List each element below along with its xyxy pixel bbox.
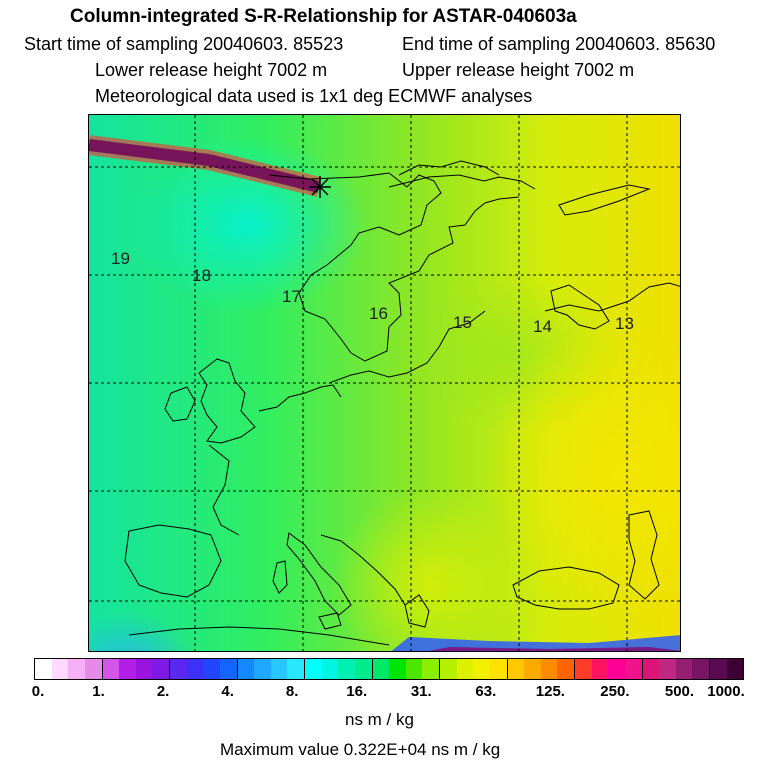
- colorbar-segment: [591, 659, 609, 679]
- colorbar-segment: [84, 659, 102, 679]
- colorbar-tick-label: 16.: [346, 683, 368, 700]
- colorbar-tick-label: 250.: [600, 683, 630, 700]
- colorbar-segment: [371, 659, 390, 679]
- southern-core-band: [429, 647, 680, 651]
- scandinavia-coast: [268, 172, 520, 362]
- colorbar-segment: [692, 659, 709, 679]
- colorbar-segment: [35, 659, 52, 679]
- colorbar-segment: [304, 659, 322, 679]
- colorbar-tick-label: 0.: [31, 683, 45, 700]
- colorbar-segment: [675, 659, 693, 679]
- colorbar-unit-label: ns m / kg: [345, 710, 414, 729]
- colorbar-tick-label: 1.: [92, 683, 105, 700]
- end-time-label: End time of sampling 20040603. 85630: [402, 34, 716, 54]
- colorbar-tick-label: 4.: [221, 683, 234, 700]
- barents-coast: [388, 174, 536, 190]
- longitude-label: 19: [111, 249, 130, 268]
- novaya-zemlya-coast: [558, 184, 651, 216]
- meteorological-data-label: Meteorological data used is 1x1 deg ECMW…: [95, 86, 533, 106]
- caspian-coast: [628, 510, 660, 600]
- colorbar-segment: [354, 659, 372, 679]
- colorbar-tick-label: 125.: [535, 683, 565, 700]
- ireland-coast: [164, 386, 196, 422]
- colorbar-segment: [608, 659, 625, 679]
- colorbar-segment: [506, 659, 525, 679]
- colorbar-segment: [659, 659, 676, 679]
- colorbar-segment: [338, 659, 355, 679]
- colorbar-tick-label: 2.: [156, 683, 170, 700]
- colorbar-segment: [473, 659, 490, 679]
- longitude-label: 13: [615, 314, 634, 333]
- colorbar: [34, 658, 744, 680]
- southern-sensitivity-band: [391, 635, 680, 651]
- colorbar-segment: [321, 659, 339, 679]
- colorbar-segment: [101, 659, 120, 679]
- colorbar-segment: [169, 659, 187, 679]
- north-sea-coast: [258, 384, 342, 412]
- adriatic-coast: [320, 534, 406, 606]
- greece-coast: [404, 594, 430, 628]
- white-sea-coast: [550, 284, 610, 330]
- svalbard-coast: [398, 160, 500, 176]
- page-title: Column-integrated S-R-Relationship for A…: [70, 6, 577, 27]
- lower-release-height-label: Lower release height 7002 m: [95, 60, 328, 80]
- colorbar-segment: [219, 659, 237, 679]
- colorbar-segment: [389, 659, 406, 679]
- colorbar-segment: [152, 659, 169, 679]
- colorbar-segment: [709, 659, 727, 679]
- colorbar-segment: [51, 659, 69, 679]
- colorbar-segment: [641, 659, 660, 679]
- colorbar-tick-label: 500.: [664, 683, 695, 700]
- corsica-sardinia: [272, 560, 288, 594]
- sicily-coast: [318, 612, 342, 630]
- longitude-label: 16: [369, 304, 388, 323]
- colorbar-segment: [405, 659, 423, 679]
- colorbar-segment: [135, 659, 153, 679]
- colorbar-segment: [270, 659, 288, 679]
- sensitivity-map: 19 18 17 16 15 14 13: [88, 114, 681, 652]
- colorbar-tick-label: 8.: [285, 683, 299, 700]
- iberia-coast: [124, 524, 222, 598]
- colorbar-segment: [439, 659, 457, 679]
- coastlines: [124, 160, 680, 646]
- colorbar-segment: [422, 659, 439, 679]
- colorbar-segment: [456, 659, 474, 679]
- baltic-coast: [328, 310, 486, 384]
- plume-core: [89, 139, 321, 193]
- colorbar-segment: [68, 659, 85, 679]
- colorbar-segment: [254, 659, 271, 679]
- colorbar-segment: [574, 659, 592, 679]
- map-overlay: 19 18 17 16 15 14 13: [89, 115, 680, 651]
- grid-lines: [89, 115, 680, 651]
- colorbar-segment: [624, 659, 642, 679]
- longitude-label: 15: [453, 313, 472, 332]
- longitude-label: 17: [282, 287, 301, 306]
- longitude-label: 14: [533, 317, 552, 336]
- italy-coast: [286, 532, 352, 616]
- upper-release-height-label: Upper release height 7002 m: [402, 60, 635, 80]
- release-point-asterisk-icon: [309, 176, 331, 198]
- colorbar-segment: [489, 659, 507, 679]
- colorbar-segment: [236, 659, 255, 679]
- colorbar-segment: [726, 659, 744, 679]
- longitude-label: 18: [192, 266, 211, 285]
- colorbar-segment: [119, 659, 136, 679]
- colorbar-segment: [203, 659, 220, 679]
- colorbar-segment: [540, 659, 558, 679]
- colorbar-segment: [186, 659, 204, 679]
- mediterranean-south-coast: [128, 626, 390, 646]
- colorbar-segment: [524, 659, 541, 679]
- france-coast: [208, 444, 240, 536]
- colorbar-segment: [557, 659, 574, 679]
- maximum-value-label: Maximum value 0.322E+04 ns m / kg: [220, 740, 501, 759]
- colorbar-segment: [287, 659, 304, 679]
- arctic-russia-coast: [544, 282, 680, 312]
- great-britain-coast: [198, 358, 256, 444]
- colorbar-tick-label: 31.: [410, 683, 432, 700]
- start-time-label: Start time of sampling 20040603. 85523: [24, 34, 344, 54]
- colorbar-tick-label: 1000.: [707, 683, 745, 700]
- colorbar-tick-label: 63.: [475, 683, 497, 700]
- black-sea-coast: [512, 566, 620, 610]
